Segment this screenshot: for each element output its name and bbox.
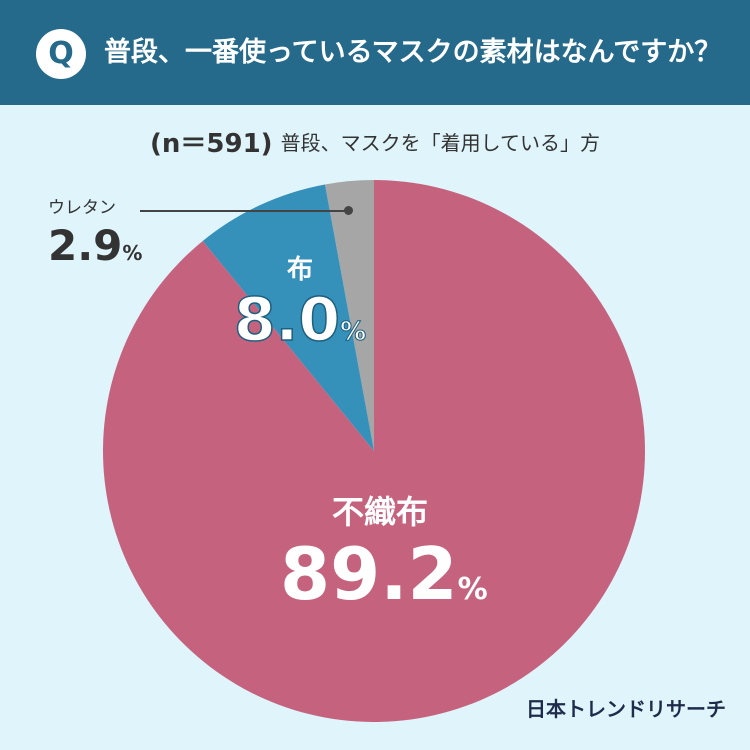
urethane-leader-line — [140, 210, 348, 212]
pie-slice-urethane — [324, 180, 374, 451]
question-badge: Q — [36, 29, 86, 79]
urethane-leader-dot — [344, 206, 353, 215]
brand-logo: 日本トレンドリサーチ — [526, 697, 726, 721]
label-nonwoven: 不織布 89.2% — [280, 490, 488, 630]
slice-name-cloth: 布 — [286, 255, 313, 285]
sample-size: (n＝591) — [150, 129, 273, 159]
label-cloth: 布 8.0% — [220, 253, 380, 365]
slice-name-urethane: ウレタン — [48, 198, 116, 218]
pie-slice-nonwoven — [103, 180, 646, 722]
value-number-nonwoven: 89.2 — [280, 532, 458, 616]
respondent-description: 普段、マスクを「着用している」方 — [280, 131, 600, 155]
value-number-cloth: 8.0 — [233, 285, 341, 355]
header-bar: Q 普段、一番使っているマスクの素材はなんですか？ — [0, 0, 750, 105]
slice-name-nonwoven: 不織布 — [331, 493, 428, 531]
pie-slice-cloth — [202, 184, 374, 451]
value-number-urethane: 2.9 — [48, 221, 123, 270]
question-title: 普段、一番使っているマスクの素材はなんですか？ — [104, 37, 722, 68]
slice-value-nonwoven: 89.2% — [280, 532, 488, 630]
value-unit-urethane: % — [122, 241, 143, 265]
slice-value-cloth: 8.0% — [220, 285, 380, 365]
slice-value-urethane: 2.9% — [48, 220, 158, 279]
chart-subtitle: (n＝591) 普段、マスクを「着用している」方 — [0, 128, 750, 159]
label-urethane: ウレタン 2.9% — [48, 196, 158, 279]
value-unit-cloth: % — [340, 317, 367, 348]
value-unit-nonwoven: % — [457, 572, 488, 607]
